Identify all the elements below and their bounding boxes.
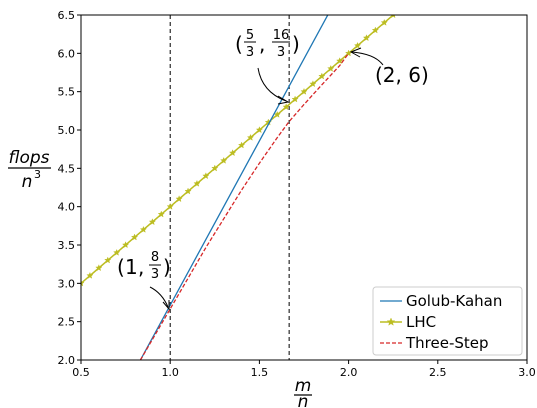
lhc-point [81,279,85,287]
lhc-point [86,271,94,279]
lhc-point [202,172,210,180]
lhc-point [291,95,299,103]
y-axis-ticks: 2.0 2.5 3.0 3.5 4.0 4.5 5.0 5.5 6.0 6.5 [58,9,81,367]
lhc-point [184,187,192,195]
ann3-text: (2, 6) [375,63,429,87]
lhc-point [139,225,147,233]
x-tick-label: 1.0 [161,366,179,379]
legend-entry-lhc: LHC [380,313,436,331]
legend-entry-three-step: Three-Step [380,334,489,352]
legend-star-marker [386,317,396,326]
lhc-point [113,248,121,256]
annotation-1-8-3: ( 1 , 8 3 ) [117,250,171,311]
lhc-point [255,126,263,134]
ann2-open: ( [235,32,243,56]
annotation-5-3-16-3: ( 5 3 , 16 3 ) [235,28,300,105]
lhc-point [309,80,317,88]
ann2-arrowhead [277,95,290,105]
lhc-point [211,164,219,172]
series-line-golub-kahan [139,15,329,360]
ann3-arrow [351,51,384,66]
y-tick-label: 3.0 [58,277,76,290]
x-tick-label: 0.5 [72,366,90,379]
ann1-arrow [149,286,169,308]
y-label-denominator: n [22,172,33,192]
lhc-point [193,179,201,187]
y-label-numerator: flops [8,148,49,168]
x-axis-label: m n [294,376,312,408]
legend-label-lhc: LHC [406,313,436,331]
ann2-den: 3 [277,45,285,60]
y-tick-label: 5.5 [58,86,76,99]
lhc-point [327,64,335,72]
ann2-arrow [257,67,287,102]
series-line-three-step [139,52,350,360]
series-layer [81,15,396,360]
lhc-point [166,202,174,210]
lhc-point [336,57,344,65]
ann1-arrowhead [162,300,170,311]
plot-area [81,15,396,360]
lhc-point [380,18,388,26]
ann1-close: ) [163,255,171,279]
legend: Golub-Kahan LHC Three-Step [372,286,523,356]
lhc-point [300,87,308,95]
ann2-aden: 3 [246,45,254,60]
lhc-point [362,34,370,42]
x-tick-label: 3.0 [518,366,536,379]
ann1-open: ( [117,255,125,279]
ann2-anum: 5 [246,28,254,43]
lhc-point [130,233,139,241]
y-tick-label: 5.0 [58,124,76,137]
y-tick-label: 6.0 [58,47,76,60]
lhc-point [175,195,183,203]
legend-label-golub-kahan: Golub-Kahan [406,292,502,310]
ann3-arrowhead [349,47,362,58]
legend-entry-golub-kahan: Golub-Kahan [380,292,502,310]
y-tick-label: 6.5 [58,9,76,22]
ann1-sep: , [138,255,144,279]
legend-box [372,286,523,356]
ann1-a: 1 [125,255,138,279]
y-tick-label: 4.5 [58,162,76,175]
lhc-point [220,156,228,164]
vertical-guides [169,15,290,360]
ann2-close: ) [292,32,300,56]
lhc-point [229,149,237,157]
x-label-numerator: m [295,376,312,396]
lhc-point [246,133,255,141]
legend-star [386,317,396,326]
annotation-2-6: (2, 6) [349,47,429,87]
x-tick-label: 2.5 [429,366,447,379]
lhc-point [391,15,396,19]
ann1-den: 3 [151,267,159,282]
lhc-point [122,241,130,249]
ann2-sep: , [259,32,265,56]
y-tick-label: 2.5 [58,316,76,329]
lhc-point [104,256,112,264]
plot-frame [80,14,528,361]
ann2-num: 16 [273,28,290,43]
y-tick-label: 3.5 [58,239,76,252]
lhc-point [371,26,379,34]
y-tick-label: 2.0 [58,354,76,367]
lhc-point [238,141,246,149]
y-label-exponent: 3 [34,168,41,181]
lhc-point [318,72,326,80]
legend-label-three-step: Three-Step [405,334,489,352]
x-tick-label: 1.5 [251,366,269,379]
x-tick-label: 2.0 [340,366,358,379]
y-axis-label: flops n 3 [8,148,51,192]
ann1-num: 8 [151,250,159,265]
x-label-denominator: n [298,392,309,408]
lhc-point [282,103,290,111]
lhc-point [95,264,103,272]
lhc-point [148,218,156,226]
x-axis-ticks: 0.5 1.0 1.5 2.0 2.5 3.0 [72,360,536,379]
lhc-point [157,210,165,218]
lhc-point [353,41,362,49]
y-tick-label: 4.0 [58,201,76,214]
